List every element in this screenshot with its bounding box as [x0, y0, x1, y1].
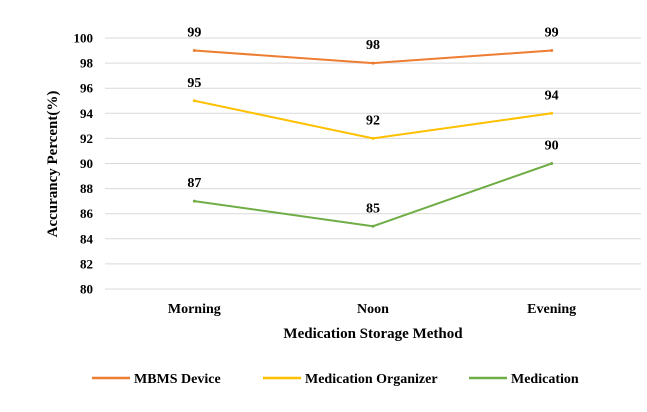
legend-label: Medication Organizer — [305, 372, 438, 387]
x-tick-label: Morning — [168, 302, 221, 317]
data-label: 92 — [366, 113, 380, 128]
data-label: 95 — [187, 76, 201, 91]
x-axis-ticks: Morning Noon Evening — [168, 302, 576, 317]
y-tick-label: 88 — [80, 181, 94, 196]
data-point — [192, 99, 196, 103]
data-label: 90 — [545, 139, 559, 154]
legend: MBMS Device Medication Organizer Medicatio… — [92, 372, 579, 387]
y-axis-ticks: 80 82 84 86 88 90 92 94 96 98 100 — [74, 31, 94, 297]
series-line-2 — [194, 162, 552, 228]
x-axis-title: Medication Storage Method — [283, 326, 463, 342]
y-tick-label: 100 — [74, 31, 94, 46]
x-tick-label: Noon — [357, 302, 389, 317]
data-point — [550, 162, 554, 165]
y-tick-label: 96 — [80, 81, 94, 96]
data-point — [192, 49, 196, 53]
y-tick-label: 84 — [80, 231, 94, 246]
data-label: 85 — [366, 201, 380, 216]
y-tick-label: 94 — [80, 106, 94, 121]
data-point — [550, 49, 554, 53]
data-label: 98 — [366, 38, 380, 53]
y-tick-label: 98 — [80, 56, 94, 71]
data-point — [192, 199, 196, 203]
y-tick-label: 82 — [80, 256, 93, 271]
y-tick-label: 80 — [80, 282, 93, 297]
y-tick-label: 92 — [80, 131, 93, 146]
x-tick-label: Evening — [527, 302, 576, 317]
data-labels: 99 98 99 95 92 94 87 85 90 — [187, 26, 558, 217]
legend-label: MBMS Device — [134, 372, 221, 387]
data-label: 99 — [187, 26, 201, 41]
data-point — [371, 136, 375, 140]
y-tick-label: 90 — [80, 156, 93, 171]
data-label: 99 — [545, 26, 559, 41]
data-label: 87 — [187, 176, 201, 191]
data-label: 94 — [545, 88, 559, 103]
y-tick-label: 86 — [80, 206, 94, 221]
gridlines — [105, 37, 641, 290]
legend-label: Medication — [511, 372, 579, 387]
data-point — [550, 111, 554, 115]
series-lines — [192, 49, 554, 228]
y-axis-title: Accurancy Percent(%) — [45, 91, 61, 238]
data-point — [371, 61, 375, 65]
data-point — [371, 224, 375, 228]
